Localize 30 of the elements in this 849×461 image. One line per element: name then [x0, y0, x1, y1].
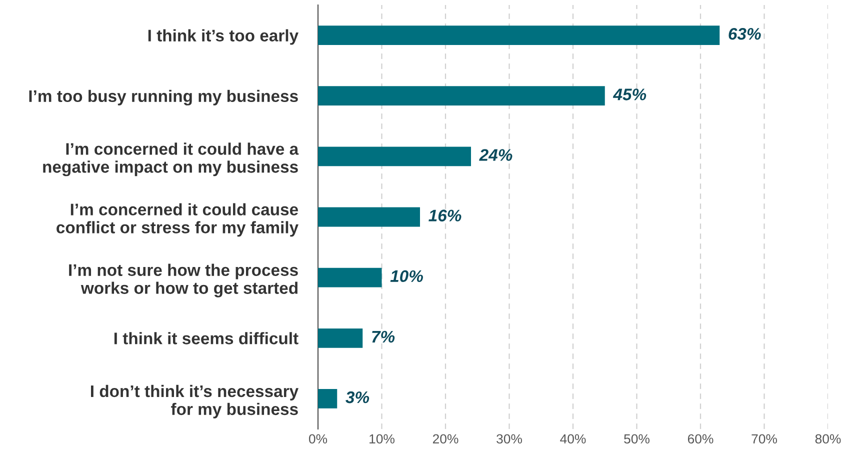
bar — [318, 86, 605, 106]
data-label: 7% — [372, 330, 395, 343]
bar — [318, 268, 382, 288]
x-tick-label: 20% — [432, 434, 458, 444]
y-tick-label: I’m too busy running my business — [29, 90, 298, 106]
data-label: 16% — [428, 210, 462, 222]
bar — [318, 26, 720, 45]
data-label: 63% — [728, 28, 761, 40]
x-tick-label: 30% — [496, 434, 522, 444]
bar — [318, 207, 420, 227]
bar — [318, 328, 363, 348]
y-tick-label: I’m concerned it could have a negative impact on my business — [43, 142, 299, 176]
y-tick-label: I’m not sure how the process works or how to get started — [69, 264, 298, 298]
x-tick-label: 70% — [752, 434, 777, 444]
y-tick-label: I think it seems difficult — [114, 332, 298, 344]
y-tick-label: I don’t think it’s necessary for my business — [90, 384, 298, 418]
y-tick-label: I’m concerned it could cause conflict or stress for my family — [56, 203, 298, 237]
bar — [318, 389, 338, 408]
x-tick-label: 40% — [560, 434, 586, 444]
x-tick-label: 80% — [815, 434, 841, 444]
data-label: 3% — [346, 391, 370, 404]
data-label: 45% — [612, 88, 646, 100]
x-tick-label: 60% — [688, 434, 714, 444]
y-tick-label: I think it’s too early — [148, 29, 298, 45]
x-tick-label: 0% — [308, 434, 328, 444]
bar — [318, 146, 471, 166]
data-label: 10% — [390, 270, 423, 282]
x-tick-label: 10% — [370, 434, 394, 444]
data-label: 24% — [479, 149, 512, 161]
x-tick-label: 50% — [624, 434, 650, 444]
